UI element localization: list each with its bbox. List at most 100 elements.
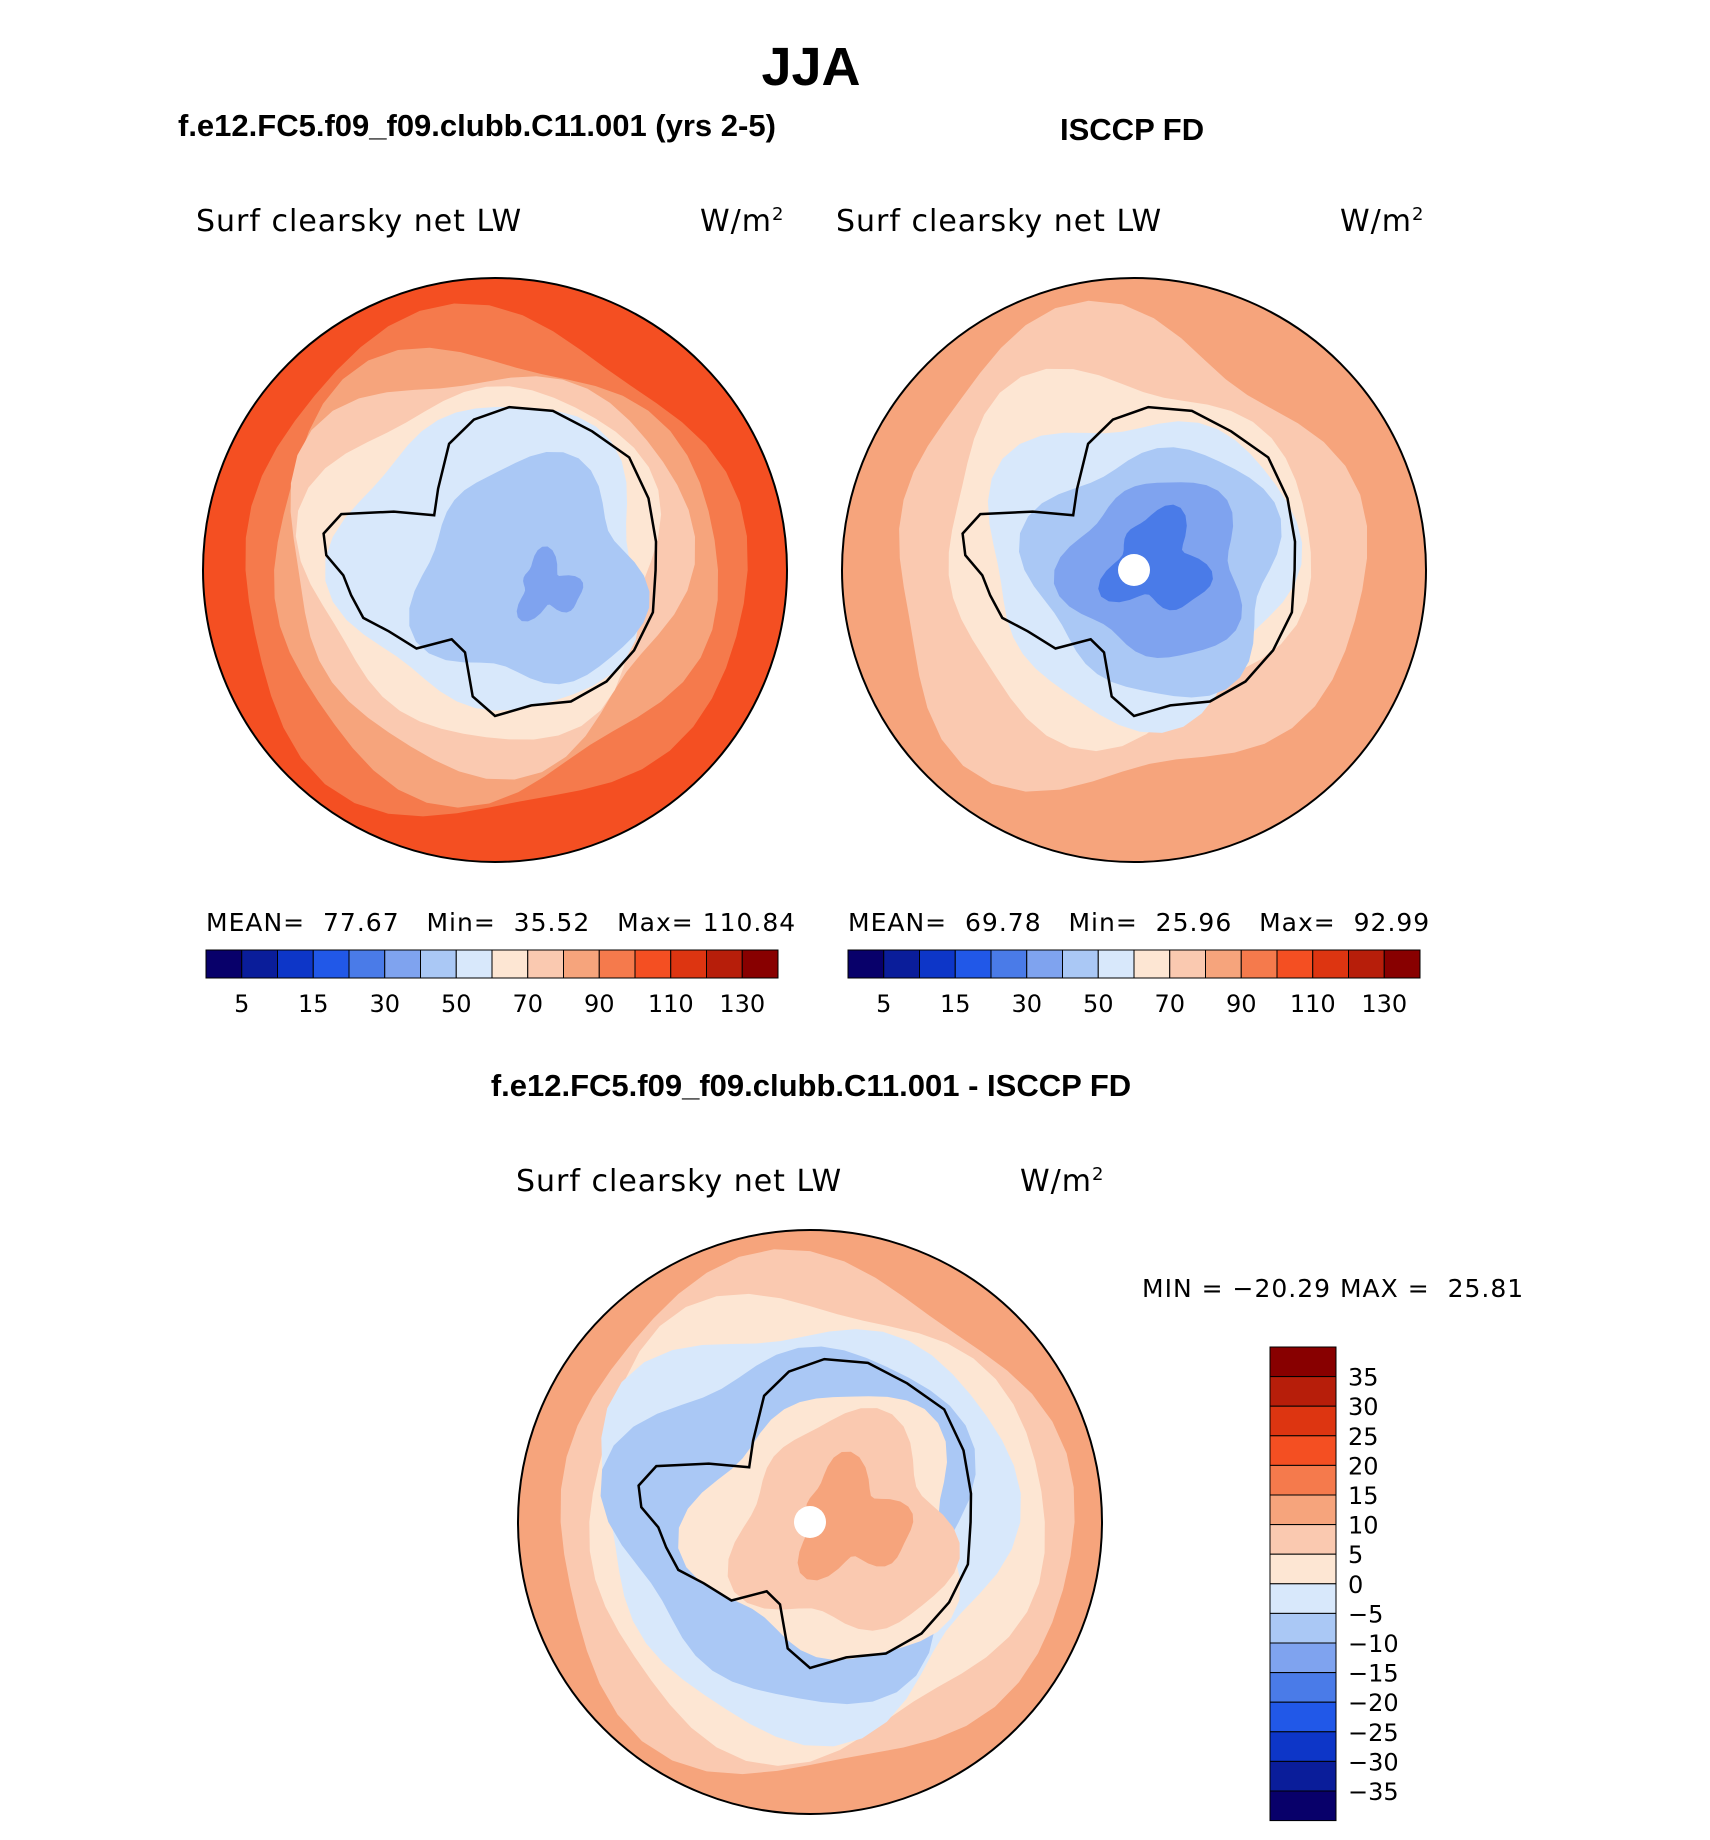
model-colorbar-box (348, 949, 386, 979)
obs-panel-title: ISCCP FD (1060, 112, 1205, 147)
diff-colorbar-tick: −20 (1348, 1689, 1399, 1717)
obs-colorbar-tick: 15 (940, 990, 971, 1018)
model-colorbar-tick: 130 (719, 990, 765, 1018)
model-colorbar-box (420, 949, 457, 979)
obs-colorbar-box (847, 949, 885, 979)
diff-colorbar-tick: 15 (1348, 1482, 1379, 1510)
model-colorbar-box (741, 949, 779, 979)
diff-colorbar-tick: 30 (1348, 1393, 1379, 1421)
model-panel-title: f.e12.FC5.f09_f09.clubb.C11.001 (yrs 2-5… (178, 108, 776, 143)
model-stats: MEAN= 77.67 Min= 35.52 Max= 110.84 (206, 908, 797, 937)
diff-colorbar-tick: 20 (1348, 1452, 1379, 1480)
model-variable-label: Surf clearsky net LW (196, 204, 523, 239)
obs-colorbar-tick: 50 (1083, 990, 1114, 1018)
model-colorbar-tick: 110 (648, 990, 694, 1018)
diff-colorbar-box (1269, 1464, 1337, 1496)
diff-coastline (637, 1357, 973, 1670)
obs-colorbar-box (990, 949, 1028, 979)
model-colorbar-tick: 90 (584, 990, 615, 1018)
diff-contour-fill-7 (797, 1451, 914, 1581)
diff-stats: MIN = −20.29 MAX = 25.81 (1142, 1274, 1525, 1303)
obs-colorbar-box (1133, 949, 1171, 979)
diff-colorbar-tick: −30 (1348, 1748, 1399, 1776)
model-colorbar-box (384, 949, 421, 979)
obs-colorbar-box (883, 949, 920, 979)
diff-colorbar-tick: 10 (1348, 1512, 1379, 1540)
diff-colorbar-box (1269, 1701, 1337, 1733)
obs-colorbar-box (1026, 949, 1063, 979)
diff-colorbar-box (1269, 1376, 1337, 1407)
diff-map-border (517, 1229, 1103, 1815)
model-contour-fill-7 (516, 546, 584, 622)
obs-stats: MEAN= 69.78 Min= 25.96 Max= 92.99 (848, 908, 1431, 937)
model-colorbar-box (527, 949, 564, 979)
model-colorbar-box (598, 949, 636, 979)
diff-colorbar-tick: −25 (1348, 1719, 1399, 1747)
model-colorbar-tick: 15 (298, 990, 329, 1018)
obs-colorbar-tick: 5 (876, 990, 891, 1018)
diff-colorbar-box (1269, 1760, 1337, 1792)
obs-colorbar-box (1312, 949, 1349, 979)
diff-colorbar-box (1269, 1435, 1337, 1466)
diff-colorbar-box (1269, 1553, 1337, 1585)
model-colorbar-box (706, 949, 743, 979)
diff-colorbar-box (1269, 1583, 1337, 1614)
obs-colorbar-tick: 30 (1011, 990, 1042, 1018)
model-colorbar-box (563, 949, 600, 979)
obs-variable-label: Surf clearsky net LW (836, 204, 1163, 239)
obs-units-label: W/m2 (1340, 204, 1425, 239)
diff-colorbar-box (1269, 1790, 1337, 1822)
diff-variable-label: Surf clearsky net LW (516, 1164, 843, 1199)
diff-colorbar-tick: 5 (1348, 1541, 1363, 1569)
diff-colorbar-tick: −5 (1348, 1600, 1383, 1628)
diff-colorbar-box (1269, 1494, 1337, 1526)
obs-colorbar-box (1205, 949, 1242, 979)
diff-pole-hole (794, 1506, 826, 1538)
model-coastline (322, 405, 658, 718)
obs-colorbar-tick: 130 (1361, 990, 1407, 1018)
model-colorbar-tick: 5 (234, 990, 249, 1018)
diff-colorbar-tick: −35 (1348, 1778, 1399, 1806)
diff-colorbar-tick: −15 (1348, 1660, 1399, 1688)
model-colorbar-box (312, 949, 350, 979)
model-units-label: W/m2 (700, 204, 785, 239)
diff-colorbar-box (1269, 1405, 1337, 1437)
diff-colorbar-box (1269, 1346, 1337, 1378)
obs-colorbar-box (1240, 949, 1278, 979)
figure-title: JJA (761, 37, 861, 97)
model-colorbar-tick: 50 (441, 990, 472, 1018)
obs-map-border (841, 277, 1427, 863)
diff-units-label: W/m2 (1020, 1164, 1105, 1199)
model-colorbar-box (205, 949, 243, 979)
model-contour-fill-6 (409, 452, 650, 685)
obs-colorbar-tick: 110 (1290, 990, 1336, 1018)
diff-colorbar-box (1269, 1672, 1337, 1703)
obs-colorbar-tick: 70 (1154, 990, 1185, 1018)
diff-colorbar-box (1269, 1642, 1337, 1674)
diff-colorbar-tick: 35 (1348, 1364, 1379, 1392)
model-map-border (202, 277, 788, 863)
diff-colorbar-box (1269, 1612, 1337, 1644)
diff-colorbar-tick: 0 (1348, 1571, 1363, 1599)
obs-colorbar-box (954, 949, 992, 979)
obs-colorbar-box (1383, 949, 1421, 979)
diff-colorbar-box (1269, 1524, 1337, 1555)
diff-colorbar-tick: −10 (1348, 1630, 1399, 1658)
obs-coastline (961, 405, 1297, 718)
obs-pole-hole (1118, 554, 1150, 586)
model-colorbar-tick: 30 (369, 990, 400, 1018)
obs-colorbar-tick: 90 (1226, 990, 1257, 1018)
diff-panel-title: f.e12.FC5.f09_f09.clubb.C11.001 - ISCCP … (490, 1068, 1132, 1103)
diff-colorbar-tick: 25 (1348, 1423, 1379, 1451)
obs-colorbar-box (1348, 949, 1385, 979)
diff-colorbar-box (1269, 1731, 1337, 1762)
model-colorbar-tick: 70 (512, 990, 543, 1018)
obs-colorbar-box (1062, 949, 1099, 979)
model-colorbar-box (455, 949, 493, 979)
